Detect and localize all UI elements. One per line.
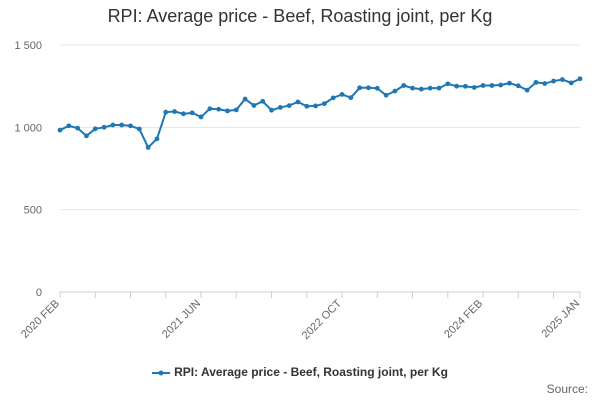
chart-title: RPI: Average price - Beef, Roasting join… (107, 6, 493, 26)
data-point[interactable] (471, 85, 477, 90)
data-point[interactable] (154, 136, 160, 142)
data-point[interactable] (57, 127, 63, 133)
data-point[interactable] (357, 85, 363, 91)
data-point[interactable] (551, 78, 556, 84)
data-point[interactable] (392, 88, 398, 94)
data-point[interactable] (436, 85, 442, 91)
data-point[interactable] (128, 123, 133, 129)
data-point[interactable] (119, 122, 125, 128)
y-axis: 0 500 1 000 1 500 (14, 40, 42, 299)
x-tick-label: 2024 FEB (442, 298, 485, 341)
data-point[interactable] (418, 86, 424, 92)
data-point[interactable] (84, 133, 89, 139)
y-tick-label: 500 (24, 205, 42, 217)
data-point[interactable] (577, 76, 583, 82)
data-point[interactable] (559, 77, 565, 82)
x-tick-label: 2021 JUN (160, 298, 203, 341)
data-point[interactable] (207, 106, 213, 112)
data-point[interactable] (66, 123, 72, 129)
data-point[interactable] (180, 111, 186, 117)
data-point[interactable] (313, 103, 318, 109)
data-point[interactable] (260, 98, 266, 104)
data-point[interactable] (304, 103, 310, 109)
data-point[interactable] (330, 95, 336, 101)
series-line (59, 77, 581, 150)
y-tick-label: 1 000 (14, 122, 42, 134)
data-point[interactable] (110, 122, 116, 128)
data-point[interactable] (348, 95, 354, 101)
data-point[interactable] (189, 110, 195, 116)
data-point[interactable] (145, 145, 151, 150)
data-point[interactable] (101, 124, 107, 130)
x-tick-label: 2020 FEB (19, 298, 62, 341)
source-label: Source: (546, 382, 588, 396)
data-point[interactable] (515, 83, 521, 89)
data-point[interactable] (533, 79, 539, 85)
y-tick-label: 1 500 (14, 40, 42, 52)
data-point[interactable] (489, 83, 495, 88)
legend-marker-icon (152, 370, 171, 376)
data-point[interactable] (568, 80, 574, 86)
data-point[interactable] (277, 105, 283, 110)
data-point[interactable] (75, 125, 81, 131)
y-tick-label: 0 (36, 287, 42, 299)
data-point[interactable] (524, 87, 530, 93)
data-point[interactable] (339, 92, 345, 97)
data-point[interactable] (198, 114, 204, 120)
data-point[interactable] (480, 83, 486, 88)
data-point[interactable] (225, 108, 230, 114)
data-point[interactable] (92, 126, 98, 132)
data-point[interactable] (410, 85, 415, 91)
data-point[interactable] (498, 82, 504, 88)
data-point[interactable] (454, 83, 460, 89)
data-point[interactable] (295, 99, 301, 105)
x-tick-label: 2022 OCT (300, 297, 345, 342)
data-point[interactable] (251, 103, 257, 108)
data-point[interactable] (286, 103, 292, 108)
data-point[interactable] (507, 80, 512, 86)
data-point[interactable] (216, 106, 222, 112)
data-point[interactable] (366, 85, 371, 91)
data-point[interactable] (542, 81, 548, 86)
data-point[interactable] (172, 109, 177, 114)
legend-label: RPI: Average price - Beef, Roasting join… (174, 365, 448, 379)
data-point[interactable] (463, 83, 468, 89)
data-point[interactable] (242, 96, 248, 102)
data-point[interactable] (163, 109, 169, 115)
data-point[interactable] (401, 83, 407, 88)
legend[interactable]: RPI: Average price - Beef, Roasting join… (0, 365, 600, 379)
data-point[interactable] (445, 81, 451, 87)
data-point[interactable] (374, 85, 380, 91)
data-point[interactable] (136, 126, 142, 132)
data-point[interactable] (427, 85, 433, 91)
data-point[interactable] (269, 107, 274, 113)
data-point[interactable] (322, 101, 327, 107)
data-point[interactable] (233, 107, 239, 113)
series-layer[interactable] (57, 76, 583, 150)
data-point[interactable] (383, 92, 389, 98)
x-tick-label: 2025 JAN (539, 298, 582, 341)
grid-lines (60, 44, 580, 211)
x-axis: 2020 FEB 2021 JUN 2022 OCT 2024 FEB 2025 JAN (19, 291, 582, 342)
